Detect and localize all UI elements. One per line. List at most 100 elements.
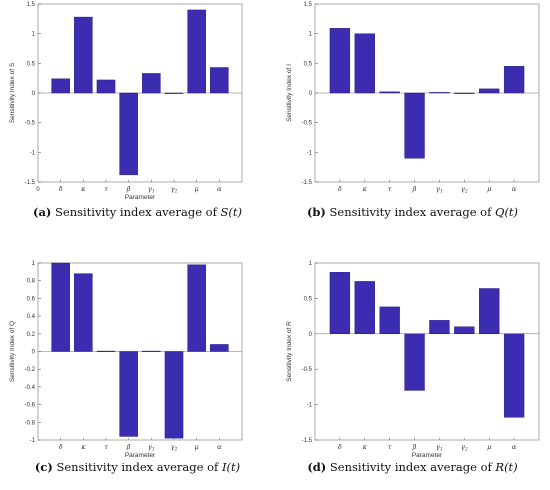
bar-kappa: [354, 33, 375, 94]
category-label-alpha: α: [512, 443, 517, 451]
bar-mu: [479, 88, 500, 94]
caption-c-math: I(t): [221, 460, 241, 474]
y-tick-label: 0.5: [27, 61, 36, 67]
x-axis-title: Parameter: [412, 452, 443, 459]
category-label-mu: μ: [195, 443, 199, 451]
bar-beta: [119, 351, 138, 437]
bar-mu: [187, 9, 206, 94]
caption-d: (d) Sensitivity index average of R(t): [275, 460, 550, 474]
bar-alpha: [210, 67, 229, 94]
y-tick-label: -0.2: [25, 367, 36, 373]
y-tick-label: -0.5: [302, 121, 313, 127]
y-axis-title: Sensitivity Index of R: [286, 321, 293, 382]
chart-panel-a: 1.5 1 0.5 0 -0.5 -1 -1.5 δ κ τ β γ1 γ2 μ α 0 Parameter Se…: [9, 2, 243, 201]
category-label-beta: β: [412, 185, 417, 193]
category-label-alpha: α: [217, 185, 222, 193]
category-label-delta: δ: [59, 443, 63, 451]
caption-a: (a) Sensitivity index average of S(t): [0, 205, 275, 219]
chart-panel-c: 1 0.8 0.6 0.4 0.2 0 -0.2 -0.4 -0.6 -0.8 -1 δ κ τ β γ1 γ2…: [9, 261, 243, 459]
bar-beta: [119, 92, 138, 176]
bar-alpha: [210, 344, 229, 352]
category-label-gamma2: γ2: [461, 443, 468, 453]
caption-c-letter: (c): [34, 460, 53, 474]
category-label-mu: μ: [487, 443, 491, 451]
category-label-gamma2: γ2: [171, 443, 178, 453]
category-label-delta: δ: [59, 185, 63, 193]
bar-gamma2: [454, 326, 475, 335]
category-label-kappa: κ: [362, 185, 368, 193]
caption-a-text: Sensitivity index average of: [55, 205, 217, 219]
category-label-kappa: κ: [80, 185, 86, 193]
y-tick-label: 1.5: [27, 2, 36, 8]
x-axis-title: Parameter: [125, 194, 156, 201]
category-label-alpha: α: [217, 443, 222, 451]
category-label-beta: β: [126, 185, 131, 193]
bar-tau: [379, 306, 400, 334]
y-axis-title: Sensitivity Index of I: [286, 64, 293, 122]
y-tick-label: 0.2: [27, 332, 36, 338]
bar-tau: [96, 79, 116, 94]
category-label-beta: β: [412, 443, 417, 451]
category-label-gamma1: γ1: [436, 443, 443, 453]
chart-panel-d: 1 0.5 0 -0.5 -1 -1.5 δ κ τ β γ1 γ2 μ α Parameter Sensit…: [286, 261, 540, 459]
y-tick-label: -1: [30, 150, 36, 156]
y-tick-label: 0: [32, 350, 36, 356]
caption-d-letter: (d): [307, 460, 327, 474]
bar-kappa: [74, 273, 93, 352]
y-tick-label: 0.6: [27, 296, 36, 302]
y-tick-label: 0.5: [304, 61, 313, 67]
y-tick-label: -1.5: [302, 180, 313, 186]
chart-panel-b: 1.5 1 0.5 0 -0.5 -1 -1.5 δ κ τ β γ1 γ2 μ α Sensitivity …: [286, 2, 540, 195]
bar-beta: [404, 333, 425, 391]
category-label-gamma1: γ1: [436, 185, 443, 195]
category-label-kappa: κ: [80, 443, 86, 451]
y-tick-label: 0: [32, 91, 36, 97]
bar-delta: [329, 28, 351, 94]
category-label-tau: τ: [104, 443, 108, 451]
bar-alpha: [503, 333, 525, 418]
bar-kappa: [354, 281, 375, 334]
category-label-beta: β: [126, 443, 131, 451]
y-tick-label: 0.4: [27, 314, 36, 320]
category-label-mu: μ: [195, 185, 199, 193]
bar-delta: [51, 78, 70, 94]
bar-alpha: [503, 66, 525, 94]
caption-b-math: Q(t): [495, 205, 519, 219]
y-tick-label: 1: [32, 261, 36, 267]
y-tick-label: -0.6: [25, 403, 36, 409]
caption-a-math: S(t): [220, 205, 242, 219]
y-tick-label: -0.5: [302, 367, 313, 373]
bar-gamma1: [142, 73, 161, 94]
y-axis-title: Sensitivity Index of Q: [9, 321, 16, 382]
caption-d-math: R(t): [495, 460, 518, 474]
y-tick-label: 1: [32, 32, 36, 38]
category-label-tau: τ: [104, 185, 108, 193]
y-tick-label: -1: [30, 438, 36, 444]
caption-a-letter: (a): [33, 205, 52, 219]
y-tick-label: -1.5: [302, 438, 313, 444]
y-tick-label: -1: [307, 150, 313, 156]
y-tick-label: 0: [309, 332, 313, 338]
caption-b-letter: (b): [306, 205, 326, 219]
caption-d-text: Sensitivity index average of: [329, 460, 492, 474]
bar-tau: [379, 91, 400, 94]
y-axis-title: Sensitivity Index of S: [9, 62, 16, 123]
bar-gamma1: [142, 350, 161, 352]
x-origin-tick-label: 0: [36, 187, 40, 193]
bar-gamma2: [454, 92, 475, 94]
category-label-tau: τ: [388, 185, 392, 193]
bar-gamma1: [429, 320, 450, 334]
bar-delta: [329, 272, 351, 335]
y-tick-label: 1: [309, 32, 313, 38]
bar-mu: [187, 264, 206, 352]
category-label-gamma1: γ1: [148, 443, 155, 453]
y-tick-label: -0.5: [25, 121, 36, 127]
y-tick-label: -0.8: [25, 420, 36, 426]
x-axis-title: Parameter: [125, 452, 156, 459]
y-tick-label: -0.4: [25, 385, 36, 391]
category-label-alpha: α: [512, 185, 517, 193]
bar-gamma1: [429, 92, 450, 94]
caption-b-text: Sensitivity index average of: [329, 205, 492, 219]
y-tick-label: 1.5: [304, 2, 313, 8]
